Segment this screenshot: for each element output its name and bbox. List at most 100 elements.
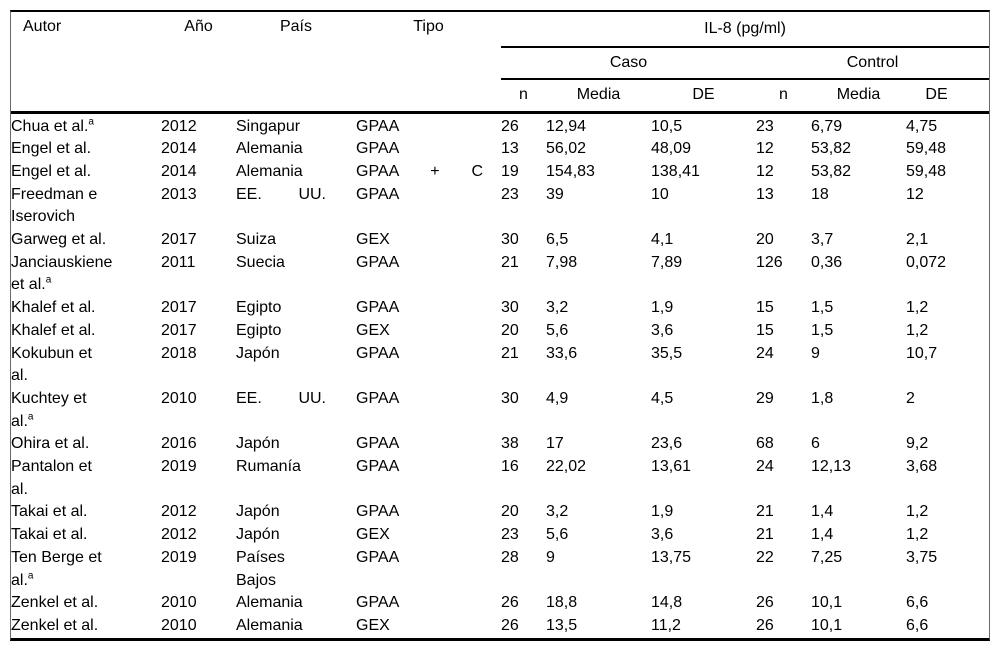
cell-autor: Engel et al. (11, 161, 161, 184)
cell-caso-de: 7,89 (651, 252, 756, 297)
cell-tipo: GEX (356, 320, 501, 343)
cell-caso-media-text: 5,6 (546, 526, 569, 544)
cell-control-media-text: 6 (811, 435, 820, 453)
cell-ano-text: 2012 (161, 526, 197, 544)
cell-autor-text: Ten Berge et al. (11, 548, 102, 589)
col-header-control-n: n (756, 79, 811, 114)
cell-caso-de-text: 14,8 (651, 594, 683, 612)
cell-control-de-text: 59,48 (906, 162, 947, 180)
cell-control-media: 6 (811, 433, 906, 456)
cell-pais: Japón (236, 343, 356, 388)
cell-ano: 2010 (161, 592, 236, 615)
cell-ano-text: 2014 (161, 140, 197, 158)
cell-caso-de: 14,8 (651, 592, 756, 615)
cell-caso-n: 30 (501, 297, 546, 320)
cell-autor-text: Janciauskiene et al. (11, 253, 113, 294)
cell-control-n: 29 (756, 388, 811, 433)
cell-caso-n-text: 30 (501, 299, 519, 317)
col-header-caso-de: DE (651, 79, 756, 114)
cell-tipo-text: GPAA (356, 299, 400, 317)
cell-ano: 2010 (161, 615, 236, 638)
cell-caso-de-text: 138,41 (651, 162, 700, 180)
cell-autor: Khalef et al. (11, 320, 161, 343)
cell-control-media: 6,79 (811, 112, 906, 138)
table-row: Freedman e Iserovich 2013 EE. UU. GPAA 23 39 1… (11, 184, 989, 229)
studies-table: Autor Año País Tipo IL-8 (pg/ml) Caso Co… (11, 12, 990, 638)
cell-control-n-text: 12 (756, 140, 774, 158)
group-header-il8: IL-8 (pg/ml) (501, 12, 990, 48)
cell-caso-n-text: 30 (501, 231, 519, 249)
cell-tipo: GEX (356, 524, 501, 547)
cell-autor: Zenkel et al. (11, 592, 161, 615)
cell-control-de: 4,75 (906, 112, 989, 138)
cell-pais-text: Suiza (236, 231, 277, 249)
cell-autor: Takai et al. (11, 501, 161, 524)
cell-tipo-text: GEX (356, 616, 390, 634)
cell-caso-n: 30 (501, 388, 546, 433)
cell-caso-media-text: 7,98 (546, 253, 578, 271)
cell-autor-text: Pantalon et al. (11, 458, 92, 498)
cell-caso-n: 28 (501, 547, 546, 592)
cell-autor: Ten Berge et al.a (11, 547, 161, 592)
cell-control-de: 1,2 (906, 524, 989, 547)
cell-caso-de-text: 4,5 (651, 389, 674, 407)
table-row: Kuchtey et al.a 2010 EE. UU. GPAA 30 4,9 4,5 29… (11, 388, 989, 433)
cell-caso-de-text: 7,89 (651, 253, 683, 271)
cell-caso-de-text: 10,5 (651, 117, 683, 135)
cell-ano: 2010 (161, 388, 236, 433)
cell-caso-n-text: 21 (501, 253, 519, 271)
cell-control-media: 10,1 (811, 592, 906, 615)
cell-control-n: 13 (756, 184, 811, 229)
cell-caso-n-text: 30 (501, 389, 519, 407)
cell-tipo: GPAA (356, 501, 501, 524)
footnote-marker: a (45, 275, 52, 287)
cell-autor-text: Engel et al. (11, 140, 92, 158)
cell-caso-media-text: 12,94 (546, 117, 587, 135)
cell-caso-n: 26 (501, 112, 546, 138)
cell-control-de: 0,072 (906, 252, 989, 297)
cell-caso-de: 3,6 (651, 524, 756, 547)
cell-control-media-text: 1,8 (811, 389, 834, 407)
cell-pais-text: EE. UU. (236, 389, 326, 407)
cell-pais-text: Alemania (236, 594, 303, 612)
cell-control-media-text: 9 (811, 344, 820, 362)
subgroup-header-control: Control (756, 47, 990, 80)
cell-control-de: 1,2 (906, 320, 989, 343)
cell-autor-text: Chua et al. (11, 117, 89, 135)
cell-caso-media: 13,5 (546, 615, 651, 638)
cell-caso-media: 12,94 (546, 112, 651, 138)
table-row: Takai et al. 2012 Japón GPAA 20 3,2 1,9 21 1,4 1,… (11, 501, 989, 524)
cell-ano: 2012 (161, 501, 236, 524)
cell-control-de-text: 2 (906, 389, 915, 407)
cell-control-de-text: 4,75 (906, 117, 938, 135)
header-row-measures: n Media DE n Media DE (11, 79, 990, 114)
col-header-caso-media: Media (546, 79, 651, 114)
cell-control-n-text: 22 (756, 548, 774, 566)
cell-autor: Ohira et al. (11, 433, 161, 456)
study-table-sheet: Autor Año País Tipo IL-8 (pg/ml) Caso Co… (10, 10, 990, 641)
cell-caso-n-text: 26 (501, 594, 519, 612)
table-row: Takai et al. 2012 Japón GEX 23 5,6 3,6 21 1,4 1,2 (11, 524, 989, 547)
cell-caso-media: 3,2 (546, 501, 651, 524)
cell-autor-text: Kokubun et al. (11, 344, 92, 385)
cell-control-n: 12 (756, 161, 811, 184)
cell-control-media-text: 18 (811, 185, 829, 203)
cell-tipo-text: GPAA (356, 389, 400, 407)
cell-control-media-text: 53,82 (811, 162, 852, 180)
cell-ano-text: 2014 (161, 162, 197, 180)
cell-tipo-text: GPAA (356, 458, 400, 476)
cell-autor-text: Kuchtey et al. (11, 389, 87, 430)
cell-control-n: 68 (756, 433, 811, 456)
cell-control-n: 21 (756, 501, 811, 524)
cell-caso-media-text: 9 (546, 548, 555, 566)
cell-caso-de: 48,09 (651, 138, 756, 161)
cell-control-n: 24 (756, 456, 811, 501)
cell-tipo-text: GEX (356, 231, 390, 249)
cell-caso-n-text: 20 (501, 503, 519, 521)
cell-control-n-text: 13 (756, 185, 774, 203)
cell-ano-text: 2010 (161, 616, 197, 634)
cell-ano-text: 2016 (161, 435, 197, 453)
cell-caso-media: 22,02 (546, 456, 651, 501)
cell-caso-n: 21 (501, 343, 546, 388)
cell-tipo-text: GPAA (356, 117, 400, 135)
